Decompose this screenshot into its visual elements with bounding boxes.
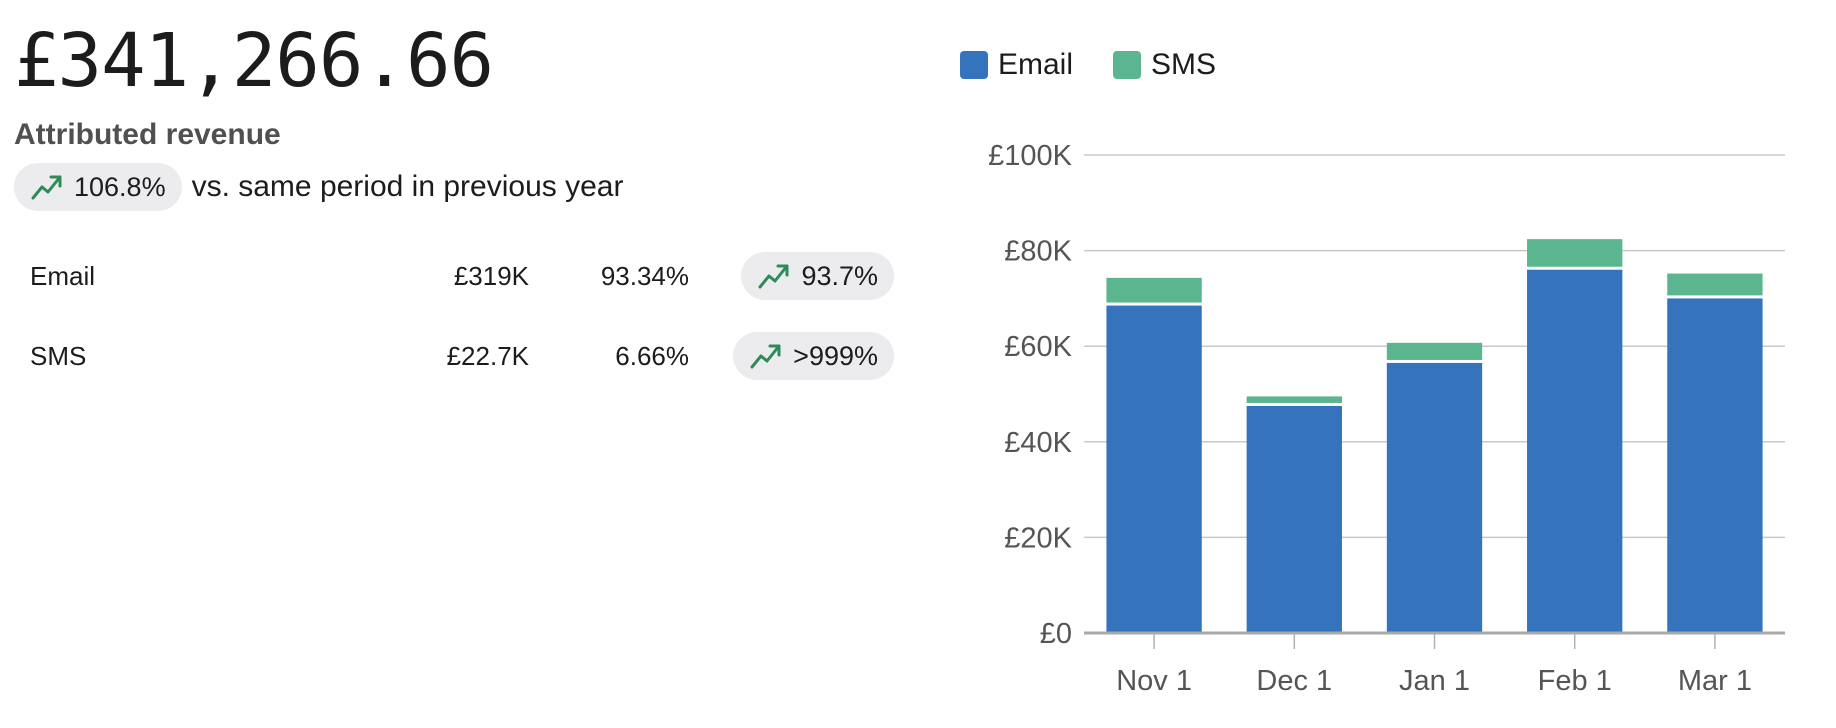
y-tick-label: £0 [1040, 618, 1072, 650]
revenue-bar-chart: £0 £20K £40K £60K £80K £100K Nov 1 Dec 1 Jan 1 Fe… [988, 140, 1785, 697]
channel-row-email: Email £319K 93.34% 93.7% [14, 252, 894, 300]
channel-share: 6.66% [615, 341, 689, 371]
channel-row-sms: SMS £22.7K 6.66% >999% [14, 332, 894, 380]
x-tick-label: Nov 1 [1116, 665, 1192, 697]
bar-email [1667, 298, 1763, 633]
bar-email [1246, 405, 1342, 633]
legend-label: Email [998, 48, 1074, 81]
legend-item-sms[interactable]: SMS [1113, 48, 1216, 82]
channel-name: SMS [30, 341, 87, 371]
bar-sms [1246, 396, 1342, 403]
legend-swatch-sms [1113, 51, 1142, 79]
bar-sms [1667, 273, 1763, 296]
y-tick-label: £80K [1004, 236, 1072, 268]
chart-legend: Email SMS [960, 48, 1256, 82]
comparison-text: vs. same period in previous year [191, 170, 624, 203]
bar-email [1527, 269, 1623, 633]
x-tick-label: Mar 1 [1678, 665, 1752, 697]
legend-swatch-email [960, 51, 988, 79]
channel-change-value: >999% [793, 340, 878, 371]
overall-trend: 106.8% vs. same period in previous year [14, 163, 623, 211]
x-tick-label: Feb 1 [1538, 665, 1612, 697]
legend-item-email[interactable]: Email [960, 48, 1073, 82]
channel-name: Email [30, 261, 96, 291]
bar-email [1386, 362, 1483, 633]
y-tick-label: £100K [988, 140, 1073, 172]
trend-up-icon [758, 264, 789, 289]
channel-change-badge: 93.7% [741, 252, 894, 300]
channel-revenue: £22.7K [446, 341, 529, 371]
channel-change-badge: >999% [733, 332, 894, 380]
legend-label: SMS [1151, 48, 1217, 81]
trend-up-icon [750, 344, 781, 369]
y-tick-label: £40K [1004, 427, 1072, 459]
overall-change-value: 106.8% [74, 171, 166, 202]
bar-sms [1527, 239, 1623, 267]
bar-sms [1106, 277, 1202, 303]
channel-revenue: £319K [453, 261, 529, 291]
bar-sms [1386, 342, 1483, 360]
total-revenue: £341,266.66 [14, 18, 494, 104]
metric-label: Attributed revenue [14, 118, 281, 151]
y-tick-label: £60K [1004, 331, 1072, 363]
channel-share: 93.34% [600, 261, 689, 291]
x-tick-label: Jan 1 [1399, 665, 1470, 697]
trend-up-icon [31, 175, 62, 200]
y-tick-label: £20K [1004, 522, 1072, 554]
bar-email [1106, 305, 1202, 633]
overall-change-badge: 106.8% [14, 163, 182, 211]
x-tick-label: Dec 1 [1256, 665, 1332, 697]
channel-change-value: 93.7% [801, 260, 878, 291]
